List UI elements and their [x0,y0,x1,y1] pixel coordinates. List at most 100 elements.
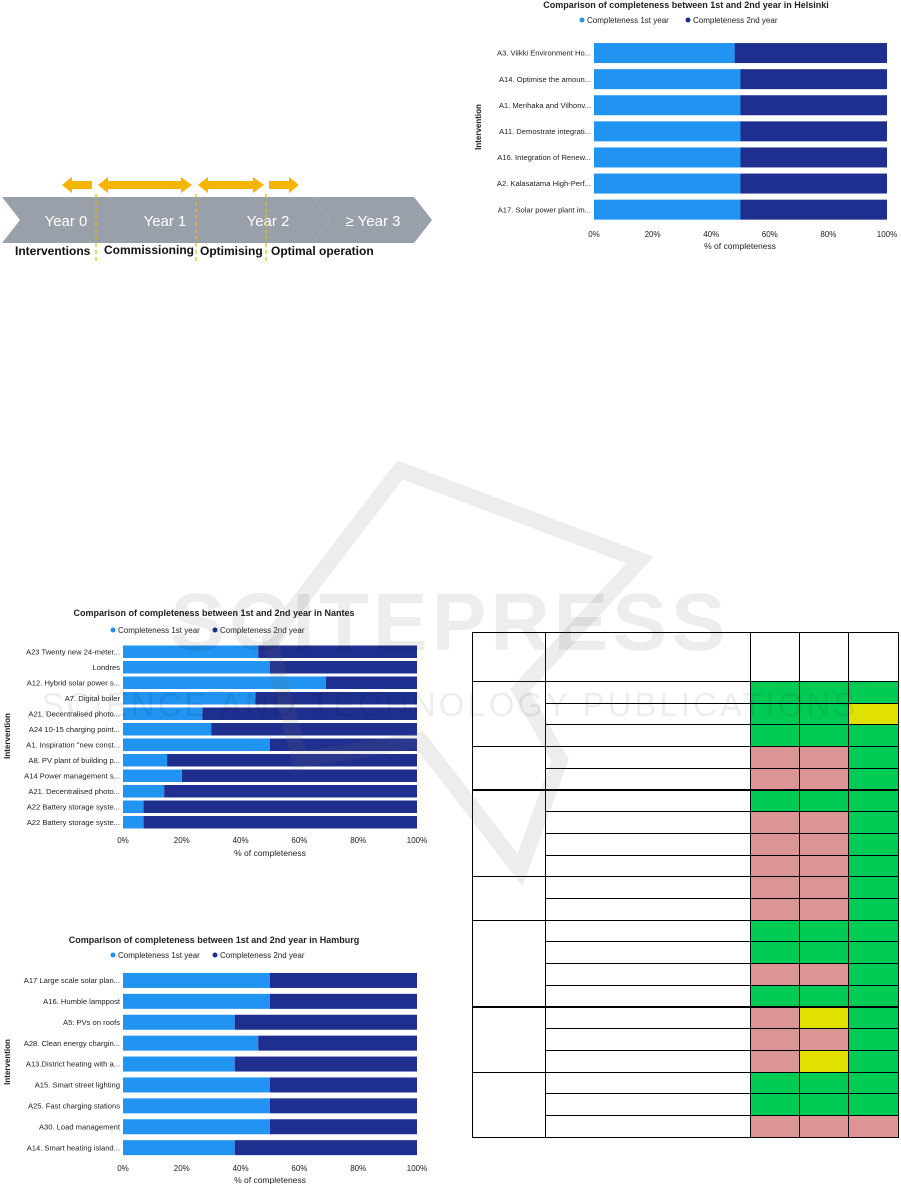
x-tick-label: 100% [407,1164,427,1173]
status-cell-green [750,919,800,943]
status-cell-green [750,984,800,1008]
x-axis-label: % of completeness [704,241,776,251]
table-row-cell [545,876,751,899]
status-cell-green [848,724,899,748]
bar-1st-year [123,972,270,988]
bar-2nd-year [234,1056,417,1072]
phase-label: Optimising [200,244,263,258]
table-row-cell [545,1006,751,1030]
status-cell-green [848,1049,899,1073]
status-cell-green [750,724,800,748]
category-label: A28. Clean energy chargin... [24,1039,120,1048]
table-group-cell [472,746,546,791]
arrow-year2 [198,177,264,193]
table-group-cell [472,681,546,748]
status-cell-green [848,854,899,878]
category-label: A23 Twenty new 24-meter... [26,647,120,656]
status-cell-red [750,832,800,856]
timeline-arrows [62,177,299,193]
stage-label: Year 0 [45,213,88,230]
legend-label: Completeness 1st year [118,626,200,635]
status-cell-green [750,702,800,726]
bar-1st-year [123,769,182,782]
category-label: A7. Digital boiler [65,694,121,703]
category-label: A16. Integration of Renew... [497,153,591,162]
x-tick-labels: 0% 20% 40% 60% 80% 100% [117,836,427,845]
status-cell-green [848,876,899,899]
arrow-year1 [98,177,192,193]
status-cell-green [848,1006,899,1030]
x-tick-label: 80% [350,836,366,845]
table-row-cell [545,1115,751,1138]
status-cell-yellow [799,1049,849,1073]
x-tick-label: 60% [762,230,778,239]
bar-2nd-year [164,785,417,798]
status-cell-red [799,832,849,856]
status-cell-red [848,1115,899,1138]
status-cell-green [848,984,899,1008]
x-tick-label: 60% [291,836,307,845]
bar-1st-year [123,1140,235,1156]
chart-marks [594,43,887,220]
status-cell-green [848,811,899,834]
status-cell-green [848,681,899,704]
chevron-year2 [205,197,330,243]
bar-2nd-year [325,676,417,689]
category-label: A22 Battery storage syste... [27,818,120,827]
legend-marker-2nd-year [212,952,218,958]
x-tick-label: 40% [233,1164,249,1173]
bar-1st-year [594,95,741,116]
bar-1st-year [594,199,741,220]
table-row-cell [545,789,751,813]
status-cell-red [750,876,800,899]
x-tick-label: 80% [820,230,836,239]
status-table [472,632,900,1158]
bar-1st-year [594,173,741,194]
status-cell-yellow [799,1006,849,1030]
bar-1st-year [123,993,270,1009]
legend-label: Completeness 2nd year [220,626,305,635]
helsinki-chart: Comparison of completeness between 1st a… [474,0,897,251]
table-row-cell [545,681,751,704]
status-cell-red [799,963,849,986]
status-cell-red [750,746,800,769]
phase-label: Interventions [15,244,91,258]
status-cell-red [750,1115,800,1138]
category-label: A11. Demostrate integrati... [499,127,591,136]
category-label: A2. Kalasatama High-Perf... [497,179,591,188]
status-cell-green [750,681,800,704]
y-axis-label: Intervention [3,1039,12,1085]
status-cell-red [750,854,800,878]
bar-2nd-year [740,121,887,142]
bar-1st-year [123,738,270,751]
legend-label: Completeness 2nd year [693,16,778,25]
stage-label: ≥ Year 3 [346,213,401,230]
bar-1st-year [123,707,203,720]
timeline-figure: Year 0 Year 1 Year 2 ≥ Year 3 Interventi… [2,177,432,263]
status-cell-green [799,919,849,943]
y-axis-label: Intervention [474,104,483,150]
bar-2nd-year [740,199,887,220]
chevron-year0 [2,197,130,243]
category-label: A25. Fast charging stations [28,1102,120,1111]
bar-2nd-year [270,1098,417,1114]
chevron-year3 [312,197,432,243]
status-cell-red [799,876,849,899]
x-axis-label: % of completeness [234,1175,306,1184]
status-cell-green [750,789,800,813]
status-cell-green [799,789,849,813]
bar-2nd-year [167,754,417,767]
x-tick-label: 60% [291,1164,307,1173]
x-tick-label: 0% [117,836,129,845]
bar-1st-year [123,1014,235,1030]
stage-label: Year 1 [144,213,187,230]
status-cell-green [848,898,899,921]
status-cell-red [750,1028,800,1051]
x-tick-label: 20% [174,836,190,845]
bar-2nd-year [270,1119,417,1135]
x-tick-label: 80% [350,1164,366,1173]
status-cell-green [848,767,899,791]
status-cell-red [750,767,800,791]
bar-1st-year [594,147,741,168]
x-tick-label: 0% [588,230,600,239]
